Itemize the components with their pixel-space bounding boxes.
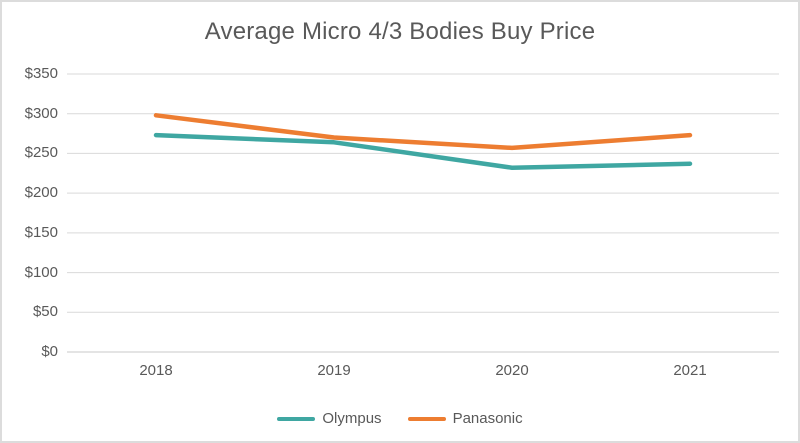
chart-title: Average Micro 4/3 Bodies Buy Price	[204, 18, 596, 45]
x-axis-tick-label: 2019	[317, 362, 351, 379]
x-axis-tick-label: 2021	[673, 362, 707, 379]
legend-swatch-olympus	[277, 416, 316, 421]
y-axis-tick-label: $150	[24, 223, 58, 241]
legend-label: Panasonic	[452, 410, 523, 427]
plot-area	[67, 73, 779, 353]
legend: Olympus Panasonic	[2, 410, 798, 427]
legend-item-olympus: Olympus	[277, 410, 382, 427]
legend-swatch-panasonic	[407, 416, 446, 421]
x-axis: 2018 2019 2020 2021	[67, 362, 779, 382]
series-line-panasonic	[153, 113, 693, 151]
series-line-olympus	[153, 132, 693, 170]
y-axis-tick-label: $350	[24, 65, 58, 82]
y-axis-tick-label: $300	[24, 104, 58, 122]
y-axis-tick-label: $50	[32, 303, 58, 321]
y-axis-tick-label: $100	[24, 263, 58, 281]
y-axis-tick-label: $250	[24, 144, 58, 162]
y-axis: $350 $300 $250 $200 $150 $100 $50 $0	[6, 65, 58, 360]
x-axis-tick-label: 2018	[139, 362, 173, 379]
y-axis-tick-label: $0	[41, 343, 58, 360]
legend-item-panasonic: Panasonic	[407, 410, 523, 427]
y-axis-tick-label: $200	[24, 184, 58, 202]
plot-area-svg	[67, 73, 779, 353]
legend-label: Olympus	[322, 410, 382, 427]
x-axis-tick-label: 2020	[495, 362, 529, 379]
